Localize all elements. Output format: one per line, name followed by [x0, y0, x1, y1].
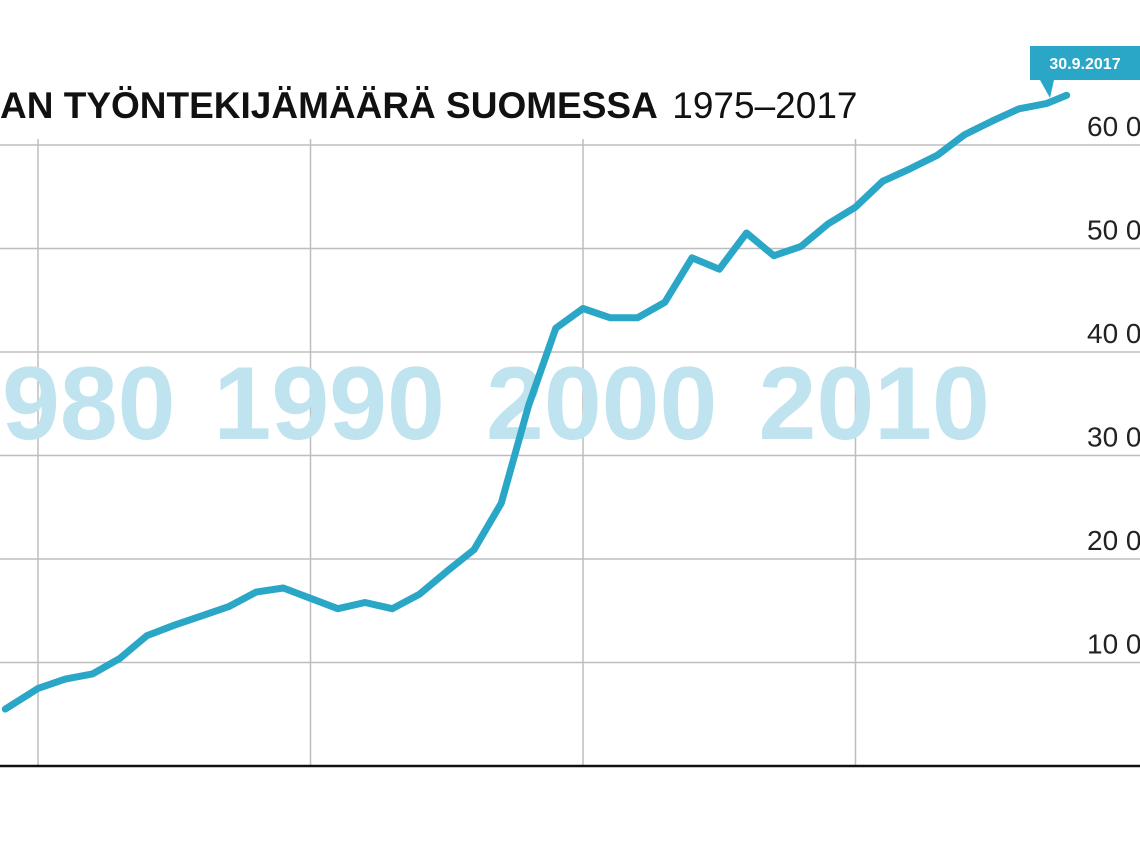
decade-label: 1990 [214, 346, 445, 462]
callout-label: 30.9.2017 [1049, 56, 1120, 73]
y-tick-label: 40 0 [1087, 318, 1140, 349]
callout-pointer [1040, 80, 1054, 98]
decade-label: 980 [2, 346, 176, 462]
decade-labels: 980 1990 2000 2010 [2, 346, 990, 462]
y-tick-label: 60 0 [1087, 111, 1140, 142]
y-tick-label: 50 0 [1087, 215, 1140, 246]
decade-label: 2000 [486, 346, 717, 462]
vertical-gridlines [37, 139, 857, 766]
date-callout: 30.9.2017 [1030, 46, 1140, 98]
y-tick-label: 10 0 [1087, 629, 1140, 660]
y-tick-label: 30 0 [1087, 422, 1140, 453]
chart-title-main: AN TYÖNTEKIJÄMÄÄRÄ SUOMESSA [0, 85, 658, 126]
horizontal-gridlines [0, 144, 1140, 664]
series-line [1, 91, 1071, 713]
decade-label: 2010 [759, 346, 990, 462]
y-tick-label: 20 0 [1087, 525, 1140, 556]
chart-title: AN TYÖNTEKIJÄMÄÄRÄ SUOMESSA 1975–2017 [0, 85, 857, 126]
chart-title-years: 1975–2017 [672, 85, 857, 126]
y-tick-labels: 10 0 20 0 30 0 40 0 50 0 60 0 [1087, 111, 1140, 660]
callout-box [1030, 46, 1140, 80]
